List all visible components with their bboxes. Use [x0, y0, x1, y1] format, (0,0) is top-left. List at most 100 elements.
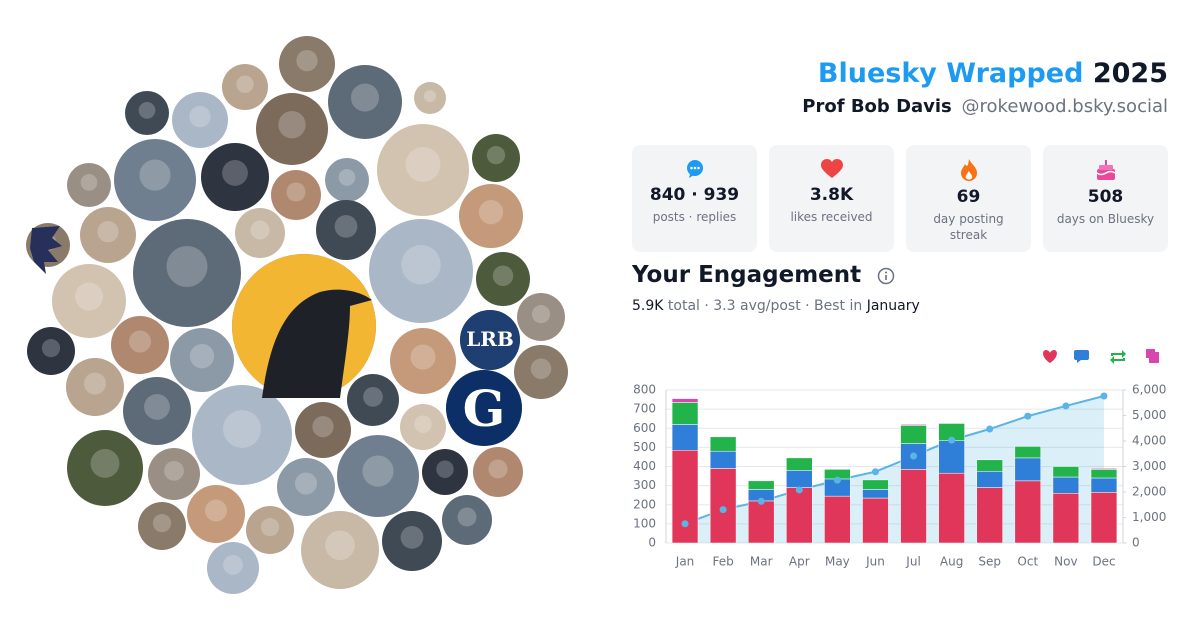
line-point: [948, 436, 956, 444]
avatar-face: [405, 147, 441, 182]
avatar: [192, 385, 292, 485]
legend-icon[interactable]: [1074, 350, 1089, 363]
avatar: [337, 435, 419, 517]
avatar: [52, 264, 126, 338]
avatar: [279, 36, 335, 92]
avatar-face: [363, 387, 383, 407]
avatar-photo: [337, 435, 419, 517]
stat-label: days on Bluesky: [1056, 212, 1155, 226]
section-title-text: Your Engagement: [632, 262, 862, 288]
title-year: 2025: [1092, 58, 1168, 89]
line-point: [871, 468, 879, 476]
avatar-photo: [123, 377, 191, 445]
avatar: [390, 328, 456, 394]
title: Bluesky Wrapped 2025: [818, 58, 1168, 89]
avatar-face: [138, 102, 156, 119]
stat-icon: [686, 160, 703, 178]
avatar: [111, 316, 169, 374]
bar-segment: [786, 470, 813, 488]
avatar-face: [325, 530, 355, 561]
avatar-face: [294, 472, 318, 495]
line-area: [685, 395, 1104, 543]
avatar: [277, 458, 335, 516]
bar-segment: [938, 440, 965, 474]
avatar: [301, 511, 379, 589]
avatar-photo: [517, 293, 565, 341]
line-point: [719, 506, 727, 514]
avatar-face: [457, 507, 477, 527]
bar-segment: [900, 424, 927, 426]
avatar-face: [350, 83, 380, 112]
bar-segment: [671, 449, 699, 544]
avatar: [377, 124, 469, 216]
bar-segment: [1014, 457, 1041, 482]
avatar-photo: [325, 158, 369, 202]
avatar-face: [80, 174, 98, 191]
avatar: [472, 134, 520, 182]
stat-icon: [1096, 160, 1115, 180]
avatar-photo: [67, 163, 111, 207]
avatar-photo: [301, 511, 379, 589]
summary-best: January: [866, 298, 920, 314]
avatar-face: [414, 415, 432, 433]
legend-icon[interactable]: [1110, 350, 1126, 364]
avatar: [125, 91, 169, 135]
y2-tick-label: 6,000: [1132, 383, 1166, 397]
y2-tick-label: 1,000: [1132, 510, 1166, 524]
avatar-photo: [27, 327, 75, 375]
stat-value: 3.8K: [809, 185, 854, 205]
avatar: [235, 208, 285, 258]
avatar-face: [338, 169, 356, 186]
avatar-face: [312, 416, 334, 438]
avatar-face: [260, 518, 280, 537]
avatar-photo: [133, 219, 241, 327]
avatar-face: [166, 245, 208, 288]
avatar: [67, 163, 111, 207]
stat-icon: [960, 159, 977, 181]
avatar: [138, 502, 186, 550]
x-tick-label: Mar: [750, 555, 773, 569]
avatar-photo: [271, 170, 321, 220]
crow: [262, 289, 372, 398]
heraldic-logo: [30, 226, 62, 274]
avatar-face: [250, 220, 270, 240]
avatar-photo: [192, 385, 292, 485]
avatar: [201, 143, 269, 211]
line-point: [1024, 412, 1032, 420]
avatar: [473, 447, 523, 497]
stat-value: 69: [956, 187, 981, 207]
x-tick-label: Jul: [905, 555, 920, 569]
summary-total: 5.9K: [632, 298, 664, 314]
x-tick-label: Feb: [713, 555, 734, 569]
stat-label: posts · replies: [652, 210, 737, 224]
handle: @rokewood.bsky.social: [961, 96, 1168, 117]
legend-icon[interactable]: [1043, 350, 1057, 363]
avatar-lrb: [460, 310, 520, 370]
avatar: [207, 542, 259, 594]
x-tick-label: May: [825, 555, 850, 569]
avatar: [369, 219, 473, 323]
avatar-face: [296, 50, 318, 72]
avatar: [400, 404, 446, 450]
avatar: [325, 158, 369, 202]
y-tick-label: 200: [633, 497, 656, 511]
bar-segment: [709, 436, 737, 452]
bar-segment: [976, 459, 1003, 472]
avatar-face: [436, 460, 454, 478]
avatar: [459, 184, 523, 248]
avatar: [256, 93, 328, 165]
y-tick-label: 800: [633, 383, 656, 397]
avatar: [347, 374, 399, 426]
avatar-photo: [125, 91, 169, 135]
avatar: [476, 252, 530, 306]
avatar: [172, 92, 228, 148]
avatar-photo: [170, 328, 234, 392]
avatar-photo: [369, 219, 473, 323]
legend-icon[interactable]: [1146, 349, 1159, 363]
bar-segment: [862, 497, 889, 544]
bar-segment: [748, 480, 775, 490]
avatar: [414, 82, 446, 114]
y-tick-label: 600: [633, 421, 656, 435]
info-icon[interactable]: [877, 267, 895, 285]
